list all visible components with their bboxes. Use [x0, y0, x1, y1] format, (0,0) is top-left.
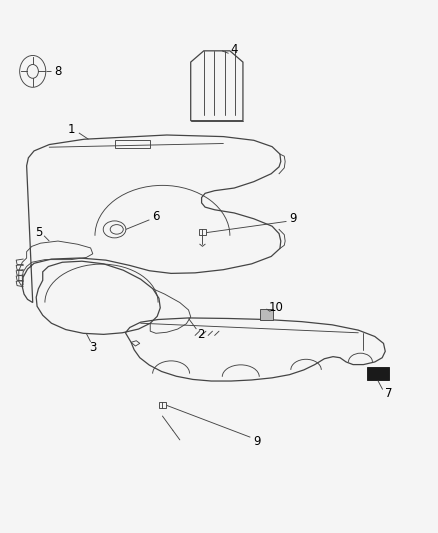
Text: 2: 2: [197, 328, 205, 341]
Text: 10: 10: [269, 301, 284, 314]
Text: 6: 6: [152, 209, 159, 223]
Text: 8: 8: [54, 65, 62, 78]
Text: 4: 4: [230, 43, 238, 55]
Text: 1: 1: [68, 123, 76, 136]
Polygon shape: [367, 367, 389, 381]
Text: 9: 9: [253, 435, 261, 448]
Text: 7: 7: [385, 387, 392, 400]
Polygon shape: [260, 309, 272, 319]
Text: 3: 3: [89, 341, 96, 353]
Text: 5: 5: [35, 225, 42, 239]
Text: 9: 9: [289, 212, 297, 225]
